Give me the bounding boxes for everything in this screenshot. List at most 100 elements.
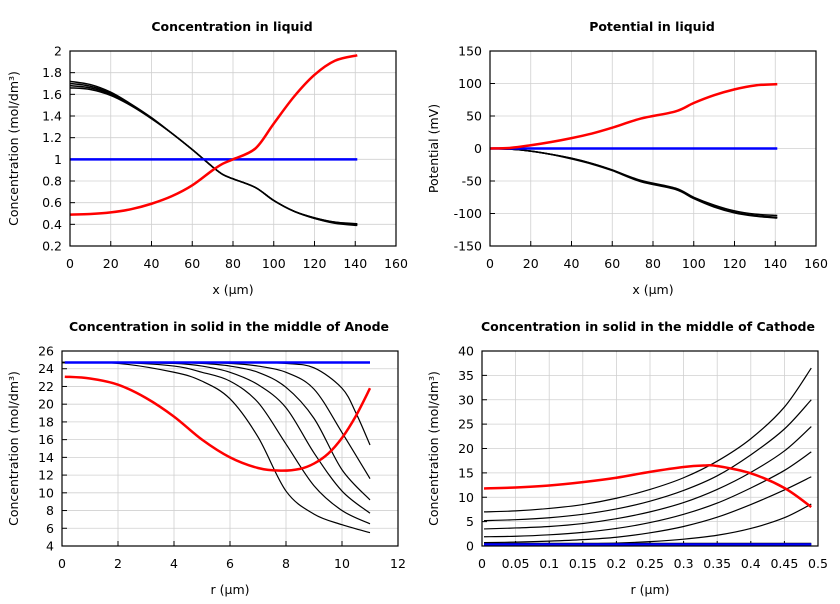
x-tick-label: 0.35	[703, 556, 731, 571]
series-line-5	[490, 82, 778, 150]
series-line-1	[484, 367, 812, 513]
y-tick-label: 20	[38, 397, 54, 412]
y-tick-label: 16	[38, 432, 54, 447]
plot-frame	[69, 50, 397, 247]
series-line-5	[62, 361, 371, 479]
y-tick-label: 8	[46, 503, 54, 518]
y-tick-label: 1.6	[42, 87, 62, 102]
y-tick-label: -50	[462, 174, 482, 189]
x-axis-label: x (µm)	[212, 282, 253, 297]
series-line-2	[62, 361, 371, 525]
y-tick-label: 4	[46, 539, 54, 554]
series-line-5	[484, 476, 812, 544]
y-tick-label: 0.8	[42, 174, 62, 189]
x-tick-label: 0.45	[770, 556, 798, 571]
x-tick-label: 0.4	[741, 556, 761, 571]
y-tick-label: 30	[458, 392, 474, 407]
x-tick-label: 80	[225, 256, 241, 271]
series-line-3	[490, 147, 778, 219]
y-tick-label: 10	[38, 485, 54, 500]
y-tick-label: 5	[466, 514, 474, 529]
y-tick-label: 0.2	[42, 239, 62, 254]
x-tick-label: 20	[103, 256, 119, 271]
y-tick-label: 2	[54, 44, 62, 59]
x-tick-label: 0.3	[674, 556, 694, 571]
x-tick-label: 8	[282, 556, 290, 571]
series-line-9	[483, 464, 813, 509]
subplot-2: Potential in liquid 0 20 40 60 80 100 120 140 160…	[426, 19, 828, 297]
x-tick-label: 0	[478, 556, 486, 571]
y-axis-label: Concentration (mol/dm³)	[6, 71, 21, 226]
y-tick-label: 20	[458, 441, 474, 456]
y-tick-label: -100	[454, 206, 482, 221]
x-tick-label: 120	[723, 256, 747, 271]
series-group	[62, 361, 372, 534]
chart-title: Concentration in solid in the middle of …	[481, 319, 815, 334]
chart-title: Concentration in solid in the middle of …	[69, 319, 389, 334]
series-line-8	[64, 375, 372, 472]
y-tick-label: 1.4	[42, 109, 62, 124]
plot-frame	[61, 350, 399, 547]
x-tick-label: 100	[682, 256, 706, 271]
y-tick-label: 0.4	[42, 217, 62, 232]
x-tick-label: 40	[564, 256, 580, 271]
plot-frame	[489, 50, 817, 247]
x-tick-label: 120	[303, 256, 327, 271]
x-tick-label: 0.2	[606, 556, 626, 571]
y-tick-label: 0	[466, 539, 474, 554]
y-tick-label: 10	[458, 490, 474, 505]
x-tick-label: 0.5	[808, 556, 828, 571]
x-tick-label: 2	[114, 556, 122, 571]
x-tick-label: 140	[763, 256, 787, 271]
y-axis-label: Concentration (mol/dm³)	[426, 371, 441, 526]
subplot-3: Concentration in solid in the middle of …	[6, 319, 406, 597]
series-line-6	[70, 54, 358, 216]
x-tick-label: 160	[384, 256, 408, 271]
series-group	[490, 82, 778, 219]
y-tick-label: 1	[54, 152, 62, 167]
chart-title: Potential in liquid	[589, 19, 715, 34]
series-line-3	[484, 426, 812, 530]
y-tick-label: 1.2	[42, 130, 62, 145]
x-tick-label: 160	[804, 256, 828, 271]
y-tick-label: 100	[458, 76, 482, 91]
x-tick-label: 10	[334, 556, 350, 571]
x-tick-label: 6	[226, 556, 234, 571]
series-line-1	[62, 361, 371, 534]
y-tick-label: -150	[454, 239, 482, 254]
y-axis-label: Potential (mV)	[426, 104, 441, 193]
x-axis-label: r (µm)	[211, 582, 250, 597]
x-tick-label: 140	[343, 256, 367, 271]
y-tick-label: 1.8	[42, 65, 62, 80]
y-tick-label: 0	[474, 141, 482, 156]
series-line-4	[70, 87, 358, 227]
y-tick-label: 18	[38, 414, 54, 429]
y-tick-label: 24	[38, 361, 54, 376]
chart-title: Concentration in liquid	[151, 19, 312, 34]
series-group	[70, 54, 358, 227]
y-tick-label: 25	[458, 417, 474, 432]
x-tick-label: 80	[645, 256, 661, 271]
series-line-2	[484, 399, 812, 522]
x-tick-label: 12	[390, 556, 406, 571]
x-tick-label: 60	[184, 256, 200, 271]
x-tick-label: 100	[262, 256, 286, 271]
series-line-4	[484, 451, 812, 538]
x-axis-label: x (µm)	[632, 282, 673, 297]
y-tick-label: 150	[458, 44, 482, 59]
x-tick-label: 0.15	[569, 556, 597, 571]
y-tick-label: 35	[458, 368, 474, 383]
y-tick-label: 14	[38, 450, 54, 465]
y-tick-label: 50	[466, 109, 482, 124]
x-axis-label: r (µm)	[631, 582, 670, 597]
x-tick-label: 0	[58, 556, 66, 571]
series-line-3	[62, 361, 371, 514]
x-tick-label: 0.1	[539, 556, 559, 571]
y-tick-label: 15	[458, 465, 474, 480]
y-tick-label: 6	[46, 521, 54, 536]
y-tick-label: 26	[38, 344, 54, 359]
plot-frame	[481, 350, 819, 547]
y-tick-label: 0.6	[42, 195, 62, 210]
x-tick-label: 40	[144, 256, 160, 271]
x-tick-label: 0	[66, 256, 74, 271]
